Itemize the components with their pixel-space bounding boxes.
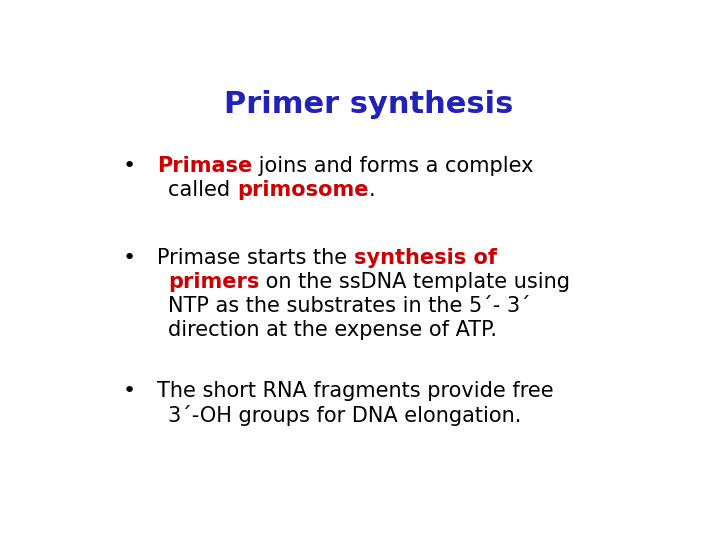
Text: •: • [122, 248, 135, 268]
Text: Primase: Primase [157, 156, 252, 176]
Text: primers: primers [168, 272, 259, 292]
Text: called: called [168, 180, 237, 200]
Text: synthesis of: synthesis of [354, 248, 497, 268]
Text: 3´-OH groups for DNA elongation.: 3´-OH groups for DNA elongation. [168, 405, 521, 426]
Text: Primase starts the: Primase starts the [157, 248, 354, 268]
Text: Primer synthesis: Primer synthesis [225, 90, 513, 119]
Text: primosome: primosome [237, 180, 369, 200]
Text: direction at the expense of ATP.: direction at the expense of ATP. [168, 320, 497, 340]
Text: •: • [122, 381, 135, 401]
Text: .: . [369, 180, 375, 200]
Text: NTP as the substrates in the 5´- 3´: NTP as the substrates in the 5´- 3´ [168, 296, 531, 316]
Text: •: • [122, 156, 135, 176]
Text: on the ssDNA template using: on the ssDNA template using [259, 272, 570, 292]
Text: joins and forms a complex: joins and forms a complex [252, 156, 534, 176]
Text: The short RNA fragments provide free: The short RNA fragments provide free [157, 381, 554, 401]
